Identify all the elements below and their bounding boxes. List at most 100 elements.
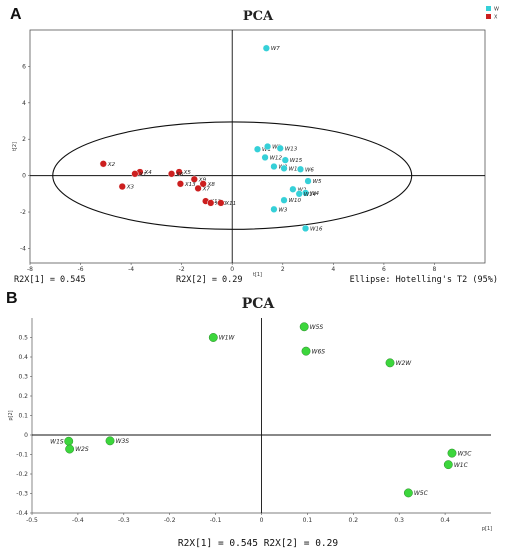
chart-a-ticks: -8 -6 -4 -2 0 2 4 6 8 -4 -2 0 2 4 6 [20, 63, 437, 273]
point-x3 [118, 182, 126, 191]
point-w15 [281, 156, 289, 164]
chart-b-points: W1W W5S W6S W2W W1S W2S W3S W3C W1C W5C [50, 322, 472, 498]
point-label: W1W [219, 335, 236, 342]
point-label: W5S [310, 324, 324, 331]
point-label: W4 [310, 191, 319, 197]
x-tick-label: -2 [179, 266, 185, 273]
x-tick-label: 0.1 [303, 517, 313, 524]
point-w11 [280, 164, 288, 172]
point-w2s [65, 444, 75, 454]
y-tick-label: 0 [22, 173, 26, 180]
point-label: W2W [396, 360, 413, 367]
point-w1c [443, 460, 453, 470]
chart-a-legend: WX [486, 6, 499, 21]
point-w2 [289, 185, 297, 193]
y-tick-label: -0.3 [16, 491, 28, 498]
point-x2 [99, 160, 107, 168]
chart-a-frame [29, 29, 486, 264]
point-w5s [299, 322, 309, 332]
point-w1 [253, 145, 262, 153]
footer-b-r2x: R2X[1] = 0.545 R2X[2] = 0.29 [178, 538, 338, 549]
y-tick-label: 0.1 [18, 413, 28, 420]
legend-swatch-w [486, 6, 491, 11]
legend-swatch-x [486, 14, 491, 19]
chart-a-points: W7W1W8W13W12W15W9W11W6W5W2W4W14W10W3W16X… [99, 44, 323, 232]
point-label: W5 [313, 179, 322, 185]
point-x8 [199, 180, 207, 188]
x-tick-label: -6 [78, 266, 84, 273]
chart-a-title: PCA [243, 9, 274, 24]
point-label: W5C [414, 490, 429, 497]
point-w6 [296, 165, 305, 173]
point-label: W16 [310, 226, 323, 232]
point-label: W2 [297, 187, 306, 193]
point-w9 [270, 162, 278, 171]
x-tick-label: -0.4 [72, 517, 84, 524]
x-tick-label: 0.2 [349, 517, 359, 524]
point-label: W1C [454, 462, 469, 469]
y-tick-label: 0.4 [18, 354, 28, 361]
x-tick-label: 2 [281, 266, 285, 273]
footer-ellipse: Ellipse: Hotelling's T2 (95%) [350, 275, 498, 285]
point-label: W3C [457, 450, 472, 457]
x-tick-label: -0.1 [210, 517, 222, 524]
panel-a-label: A [10, 6, 22, 23]
point-label: X4 [143, 170, 152, 176]
point-w2w [385, 358, 395, 368]
point-w6s [301, 346, 311, 356]
point-w7 [262, 44, 270, 52]
point-w3 [270, 205, 278, 213]
point-label: W6 [305, 167, 314, 173]
x-tick-label: -4 [128, 266, 134, 273]
point-label: X5 [183, 170, 192, 176]
point-x13 [176, 180, 185, 188]
point-label: X11 [224, 201, 236, 207]
x-tick-label: 4 [331, 266, 335, 273]
x-tick-label: 0.4 [440, 517, 450, 524]
chart-b-axes [31, 318, 491, 514]
point-w12 [261, 153, 269, 162]
point-label: X2 [107, 162, 116, 168]
footer-r2x2: R2X[2] = 0.29 [176, 275, 243, 285]
chart-b-title: PCA [242, 296, 276, 312]
y-tick-label: -0.1 [16, 452, 28, 459]
y-tick-label: 2 [22, 136, 26, 143]
point-w5 [304, 177, 312, 185]
point-label: X9 [198, 177, 207, 183]
point-x11 [217, 199, 225, 207]
legend-label: W [494, 7, 499, 13]
point-x1 [131, 170, 139, 178]
hotelling-ellipse [52, 121, 413, 230]
chart-a-ylabel: t[2] [12, 142, 18, 151]
point-w1w [208, 333, 218, 342]
y-tick-label: -4 [20, 245, 26, 252]
point-label: X7 [202, 186, 211, 192]
point-w13 [276, 144, 284, 152]
point-label: W1 [262, 147, 271, 153]
point-w1s [64, 436, 74, 446]
point-x7 [194, 184, 202, 193]
point-label: X13 [184, 182, 196, 188]
y-tick-label: -0.2 [16, 471, 28, 478]
point-label: X1 [138, 172, 146, 178]
chart-a-xlabel: t[1] [253, 272, 262, 278]
point-w8 [263, 142, 272, 151]
legend-label: X [494, 15, 498, 21]
chart-b-ticks: -0.5 -0.4 -0.3 -0.2 -0.1 0 0.1 0.2 0.3 0.4-0.4-0.… [16, 335, 450, 525]
point-label: W10 [289, 198, 302, 204]
point-label: W13 [285, 146, 298, 152]
x-tick-label: -8 [27, 266, 33, 273]
x-tick-label: 0 [230, 266, 234, 273]
point-label: X3 [126, 185, 135, 191]
point-label: W15 [290, 158, 303, 164]
point-label: W11 [289, 166, 301, 172]
point-label: W14 [304, 192, 317, 198]
y-tick-label: 4 [22, 100, 26, 107]
point-label: W1S [50, 438, 64, 445]
point-label: W3 [278, 207, 287, 213]
footer-r2x1: R2X[1] = 0.545 [14, 275, 86, 285]
y-tick-label: 6 [22, 63, 26, 70]
point-w5c [403, 488, 413, 498]
point-x9 [190, 175, 198, 183]
